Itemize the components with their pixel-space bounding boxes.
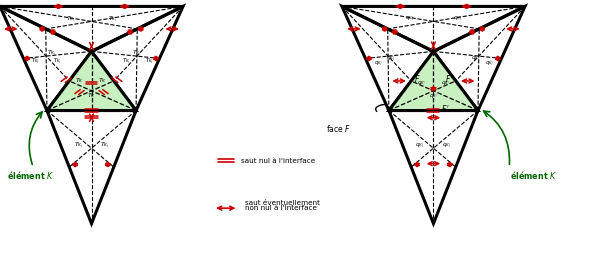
Text: $q_{K_i'}$: $q_{K_i'}$	[471, 54, 480, 63]
Text: $T_K$: $T_K$	[75, 76, 84, 85]
Text: $T_{K_i}$: $T_{K_i}$	[66, 15, 75, 24]
Text: $q_{K_i'}$: $q_{K_i'}$	[485, 59, 494, 68]
Text: $q_{K_i'}$: $q_{K_i'}$	[442, 141, 452, 150]
Text: $q_{K_i'}$: $q_{K_i'}$	[386, 54, 396, 63]
Text: $T_{K_i}$: $T_{K_i}$	[132, 49, 141, 58]
Text: $T_{K_i}$: $T_{K_i}$	[100, 141, 110, 150]
Text: élément $K$: élément $K$	[7, 169, 55, 181]
Text: $q_{K_i'}$: $q_{K_i'}$	[415, 141, 425, 150]
Text: $T_{K_i}$: $T_{K_i}$	[48, 49, 57, 58]
Text: élément $K$: élément $K$	[510, 169, 558, 181]
Text: $T_{K_i}$: $T_{K_i}$	[108, 15, 117, 24]
Text: $T_{K_i}$: $T_{K_i}$	[31, 57, 40, 66]
Text: saut éventuellement: saut éventuellement	[245, 199, 320, 206]
Text: $T_{K_i}$: $T_{K_i}$	[52, 57, 61, 66]
Text: $T_{K_i}$: $T_{K_i}$	[144, 57, 154, 66]
Text: $T_K$: $T_K$	[87, 91, 96, 100]
Text: $q_{K_i'}$: $q_{K_i'}$	[453, 14, 462, 23]
Polygon shape	[389, 51, 478, 111]
Text: face $F$: face $F$	[326, 123, 352, 134]
Text: $q_{K'}$: $q_{K'}$	[441, 79, 450, 87]
Text: $T_{K_i}$: $T_{K_i}$	[122, 57, 131, 66]
Text: $q_{K_i'}$: $q_{K_i'}$	[374, 59, 383, 68]
Polygon shape	[47, 51, 136, 111]
Text: $T_{K_i}$: $T_{K_i}$	[73, 141, 83, 150]
Text: $T_K$: $T_K$	[98, 76, 107, 85]
Text: $F'$: $F'$	[445, 73, 454, 84]
Text: $q_{K'}$: $q_{K'}$	[429, 93, 438, 100]
Text: non nul à l'interface: non nul à l'interface	[245, 205, 317, 211]
Text: $F'$: $F'$	[441, 103, 450, 114]
Text: $F$: $F$	[414, 73, 420, 84]
Text: $q_{K_i'}$: $q_{K_i'}$	[405, 14, 414, 23]
Text: $q_{K'}$: $q_{K'}$	[417, 79, 426, 87]
Text: saut nul à l'interface: saut nul à l'interface	[241, 158, 315, 164]
